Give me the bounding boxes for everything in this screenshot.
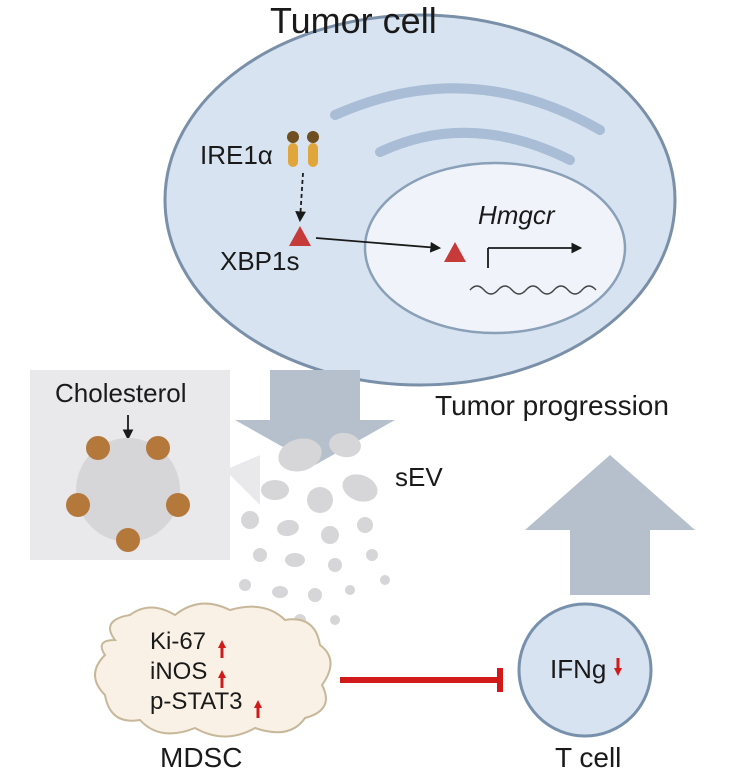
- sev-vesicle-icon: [307, 487, 333, 513]
- cholesterol-panel-pointer: [225, 455, 260, 505]
- label-sev: sEV: [395, 462, 443, 493]
- label-hmgcr: Hmgcr: [478, 200, 555, 231]
- sev-vesicle-icon: [357, 517, 373, 533]
- sev-vesicle-icon: [308, 588, 322, 602]
- label-ifng: IFNg: [550, 654, 606, 685]
- sev-vesicle-icon: [380, 575, 390, 585]
- sev-vesicle-icon: [239, 579, 251, 591]
- sev-vesicle-icon: [261, 480, 289, 500]
- sev-vesicle-icon: [339, 470, 382, 507]
- sev-vesicle-icon: [366, 549, 378, 561]
- label-mdsc: MDSC: [160, 742, 242, 774]
- label-pstat3: p-STAT3: [150, 688, 242, 716]
- sev-vesicle-icon: [330, 615, 340, 625]
- sev-vesicle-icon: [241, 511, 259, 529]
- label-inos: iNOS: [150, 658, 207, 686]
- ire1a-icon: [288, 143, 298, 167]
- sev-vesicle-icon: [345, 585, 355, 595]
- label-ire1a: IRE1α: [200, 140, 273, 171]
- cholesterol-dot-icon: [86, 436, 110, 460]
- sev-vesicle-icon: [328, 558, 342, 572]
- big-arrow-up-icon: [525, 455, 695, 595]
- ire1a-icon: [307, 131, 319, 143]
- mdsc-cell: [95, 604, 331, 737]
- label-tcell: T cell: [555, 742, 621, 774]
- label-xbp1s: XBP1s: [220, 246, 300, 277]
- cholesterol-dot-icon: [166, 493, 190, 517]
- sev-vesicle-icon: [321, 526, 339, 544]
- sev-vesicle-icon: [276, 518, 300, 538]
- cholesterol-dot-icon: [146, 436, 170, 460]
- label-ki67: Ki-67: [150, 628, 206, 656]
- sev-vesicle-icon: [272, 586, 288, 598]
- cholesterol-dot-icon: [66, 493, 90, 517]
- label-tumor-progression: Tumor progression: [435, 390, 669, 422]
- sev-vesicle-icon: [253, 548, 267, 562]
- title-tumor-cell: Tumor cell: [270, 0, 437, 42]
- label-cholesterol: Cholesterol: [55, 378, 187, 409]
- sev-vesicle-icon: [285, 553, 305, 567]
- ire1a-icon: [308, 143, 318, 167]
- cholesterol-dot-icon: [116, 528, 140, 552]
- ire1a-icon: [287, 131, 299, 143]
